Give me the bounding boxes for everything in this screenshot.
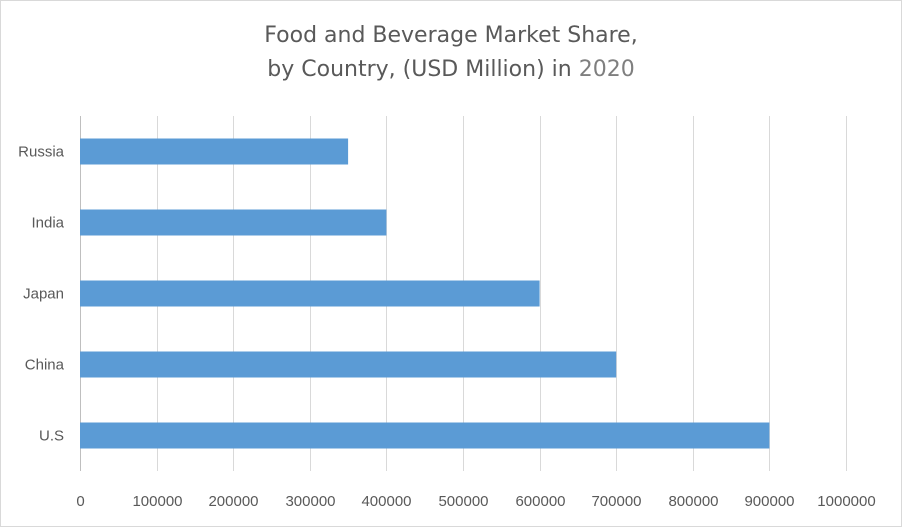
x-tick-label: 500000 [438,493,488,510]
x-tick-label: 900000 [744,493,794,510]
bar-russia [80,138,349,165]
y-axis-labels: Russia India Japan China U.S [18,144,65,445]
x-tick-label: 300000 [285,493,335,510]
x-tick-label: 800000 [668,493,718,510]
x-tick-label: 200000 [208,493,258,510]
chart-title: Food and Beverage Market Share, by Count… [1,19,901,87]
chart-title-prefix: by Country, (USD Million) in [267,57,579,82]
x-axis-labels: 0 100000 200000 300000 400000 500000 600000 700… [76,493,875,510]
x-tick-label: 1000000 [817,493,875,510]
x-tick-label: 700000 [591,493,641,510]
y-tick-label: Russia [18,144,65,161]
x-tick-label: 0 [76,493,84,510]
bar-china [80,351,617,378]
bar-japan [80,280,540,307]
y-tick-label: U.S [39,428,64,445]
x-tick-label: 400000 [361,493,411,510]
x-tick-label: 100000 [132,493,182,510]
y-tick-label: China [25,357,65,374]
y-tick-label: India [31,215,64,232]
bars [80,138,770,449]
bar-india [80,209,387,236]
chart-title-line-1: Food and Beverage Market Share, [264,23,638,48]
chart-title-line-2: by Country, (USD Million) in 2020 [1,53,901,87]
chart-title-year: 2020 [578,57,635,82]
bar-u-s [80,422,770,449]
y-tick-label: Japan [23,286,64,303]
x-tick-label: 600000 [515,493,565,510]
